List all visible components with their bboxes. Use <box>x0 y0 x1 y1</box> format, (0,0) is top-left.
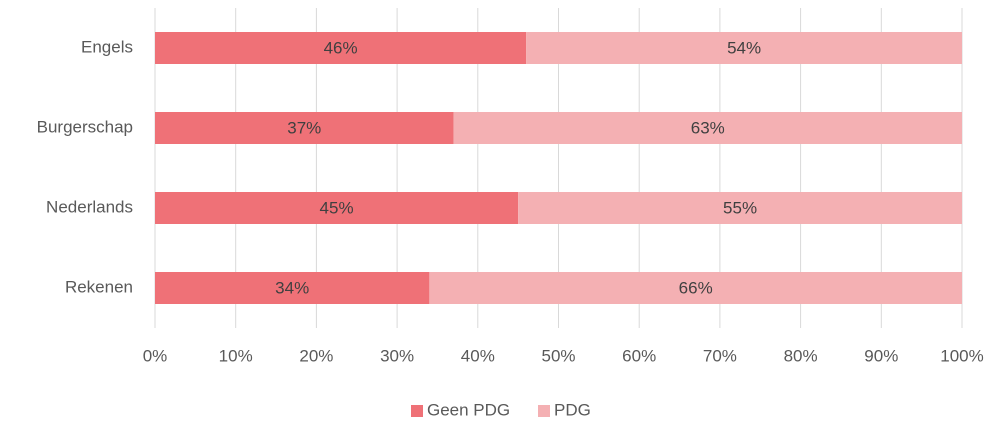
bar-segment <box>155 32 527 64</box>
bar-segment <box>429 272 962 304</box>
y-tick-label: Burgerschap <box>37 117 133 136</box>
x-tick-label: 80% <box>784 346 818 365</box>
x-tick-label: 50% <box>541 346 575 365</box>
legend-swatch <box>538 405 550 417</box>
value-label: 34% <box>275 278 309 297</box>
x-tick-label: 10% <box>219 346 253 365</box>
bar-segment <box>155 112 454 144</box>
value-label: 54% <box>727 38 761 57</box>
y-tick-label: Engels <box>81 37 133 56</box>
legend-label: Geen PDG <box>427 400 510 419</box>
value-label: 55% <box>723 198 757 217</box>
x-tick-label: 20% <box>299 346 333 365</box>
y-tick-label: Nederlands <box>46 197 133 216</box>
bar-segment <box>518 192 962 224</box>
value-label: 66% <box>679 278 713 297</box>
legend-swatch <box>411 405 423 417</box>
legend-label: PDG <box>554 400 591 419</box>
x-tick-label: 90% <box>864 346 898 365</box>
x-tick-label: 0% <box>143 346 168 365</box>
bar-segment <box>526 32 962 64</box>
value-label: 37% <box>287 118 321 137</box>
bar-segment <box>155 192 519 224</box>
x-tick-label: 40% <box>461 346 495 365</box>
bar-segment <box>453 112 962 144</box>
value-label: 63% <box>691 118 725 137</box>
value-label: 46% <box>324 38 358 57</box>
bar-segment <box>155 272 430 304</box>
x-tick-label: 70% <box>703 346 737 365</box>
value-label: 45% <box>320 198 354 217</box>
y-tick-label: Rekenen <box>65 277 133 296</box>
x-tick-label: 30% <box>380 346 414 365</box>
x-tick-label: 60% <box>622 346 656 365</box>
x-tick-label: 100% <box>940 346 983 365</box>
